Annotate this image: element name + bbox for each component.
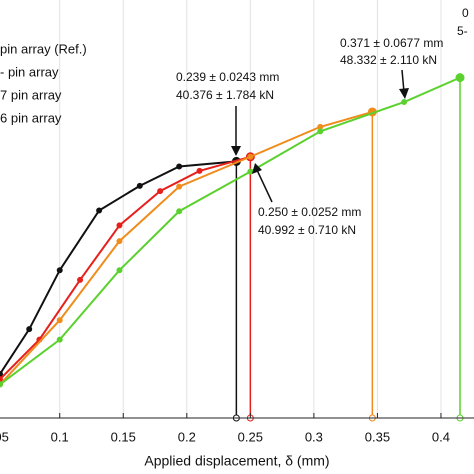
x-axis-label: Applied displacement, δ (mm) [144,453,329,469]
annotation: 40.376 ± 1.784 kN [176,88,274,102]
annotation: 40.992 ± 0.710 kN [258,223,356,237]
point [196,167,203,174]
arrowhead [231,146,241,156]
point [455,73,465,83]
annotation: 5- [457,24,468,38]
point [0,370,3,377]
point [0,376,3,383]
legend-label: pin array (Ref.) [0,41,87,56]
point [96,207,103,214]
point [176,208,183,215]
series-line [0,76,461,386]
annotation: 0.371 ± 0.0677 mm [340,36,443,50]
legend-label: 7 pin array [0,87,62,102]
point [116,267,123,274]
point [56,267,63,274]
point [116,222,123,229]
legend-label: 6 pin array [0,110,62,125]
point [317,128,324,135]
point [26,326,33,333]
series-line [0,155,251,380]
legend-label: - pin array [0,64,59,79]
point [157,188,164,195]
arrow [256,169,273,203]
arrowhead [399,88,409,99]
arrowhead [252,163,262,174]
point [247,153,254,160]
x-tick-label: 0.1 [51,429,69,444]
x-tick-label: 0.3 [305,429,323,444]
annotation: 0.239 ± 0.0243 mm [176,70,279,84]
grid [59,0,442,418]
point [176,183,183,190]
annotation: 0 [462,6,469,20]
x-tick-label: 0.05 [0,429,9,444]
point [56,317,63,324]
point [77,276,84,283]
point [247,168,254,175]
annotation: 48.332 ± 2.110 kN [340,53,437,67]
x-tick-label: 0.35 [365,429,390,444]
x-tick-label: 0.4 [432,429,450,444]
point [56,336,63,343]
x-tick-label: 0.15 [111,429,136,444]
point [116,238,123,245]
point [401,99,408,106]
x-tick-label: 0.25 [238,429,263,444]
annotation: 0.250 ± 0.0252 mm [258,205,361,219]
point [136,182,143,189]
point [0,381,3,388]
x-tick-label: 0.2 [178,429,196,444]
arrow [401,69,405,93]
point [176,163,183,170]
plot [0,73,465,422]
